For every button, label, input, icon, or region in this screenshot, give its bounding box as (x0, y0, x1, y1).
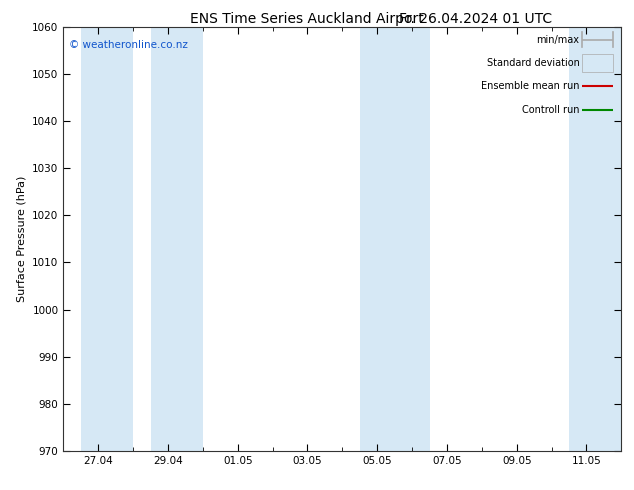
Bar (150, 27, 203, 451)
Text: Ensemble mean run: Ensemble mean run (481, 81, 579, 91)
Bar (359, 27, 429, 451)
Text: Standard deviation: Standard deviation (487, 58, 579, 68)
Y-axis label: Surface Pressure (hPa): Surface Pressure (hPa) (16, 176, 27, 302)
Text: © weatheronline.co.nz: © weatheronline.co.nz (69, 40, 188, 49)
Text: Controll run: Controll run (522, 104, 579, 115)
Bar (569, 27, 634, 451)
Text: ENS Time Series Auckland Airport: ENS Time Series Auckland Airport (190, 12, 424, 26)
Text: min/max: min/max (536, 35, 579, 45)
Text: Fr. 26.04.2024 01 UTC: Fr. 26.04.2024 01 UTC (399, 12, 553, 26)
Bar (81, 27, 133, 451)
Bar (582, 53, 613, 73)
